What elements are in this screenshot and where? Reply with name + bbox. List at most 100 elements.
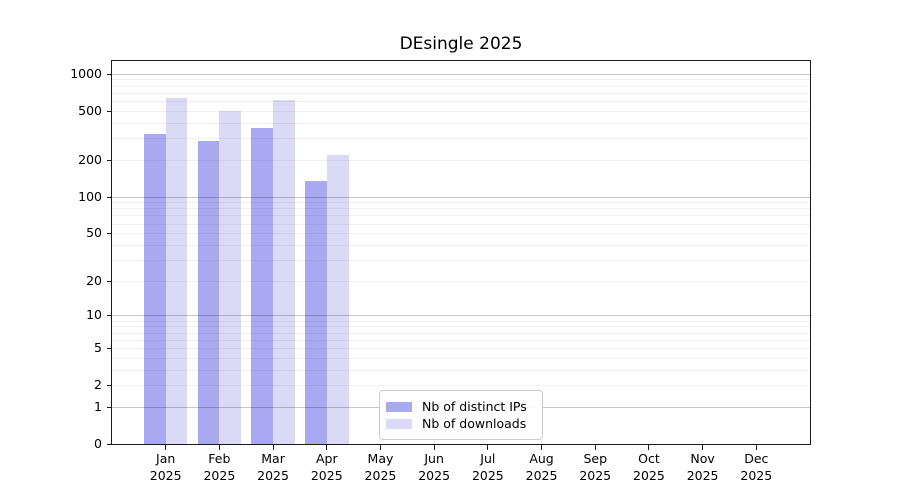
x-axis-month-line: Apr [315,451,338,466]
minor-gridline [112,259,810,261]
y-axis-tick [107,315,112,317]
legend-swatch-distinct-ips [386,401,412,412]
y-axis-tick-label: 50 [86,225,102,241]
x-axis-year-line: 2025 [418,467,451,483]
y-axis-tick-label: 100 [78,188,102,204]
x-axis-month-label: Jun 2025 [402,451,466,484]
minor-gridline [112,79,810,81]
legend-swatch-downloads [386,418,412,429]
y-axis-tick-label: 1 [94,398,102,414]
minor-gridline [112,215,810,217]
x-axis-month-line: Jun [424,451,444,466]
x-axis-month-label: May 2025 [348,451,412,484]
x-axis-tick [702,445,704,450]
x-axis-year-line: 2025 [149,467,182,483]
minor-gridline [112,369,810,371]
minor-gridline [112,339,810,341]
x-axis-tick [379,445,381,450]
minor-gridline [112,100,810,102]
y-axis-tick [107,280,112,282]
bar-downloads [273,99,295,444]
minor-gridline [112,347,810,349]
x-axis-month-label: Sep 2025 [563,451,627,484]
legend-item: Nb of downloads [386,415,534,432]
y-axis-tick [107,73,112,75]
x-axis-year-line: 2025 [525,467,558,483]
minor-gridline [112,332,810,334]
x-axis-month-line: Sep [583,451,607,466]
x-axis-month-label: Jan 2025 [134,451,198,484]
minor-gridline [112,385,810,387]
legend: Nb of distinct IPs Nb of downloads [379,390,543,440]
minor-gridline [112,244,810,246]
bar-downloads [326,154,349,444]
y-axis-tick [107,406,112,408]
bar-distinct-ips [304,180,327,444]
minor-gridline [112,326,810,328]
x-axis-month-label: Apr 2025 [295,451,359,484]
x-axis-year-line: 2025 [203,467,236,483]
x-axis-year-line: 2025 [579,467,612,483]
y-axis-tick [107,233,112,235]
x-axis-tick [648,445,650,450]
y-axis-tick-label: 10 [86,307,102,323]
x-axis-tick [755,445,757,450]
x-axis-month-line: Aug [529,451,554,466]
x-axis-year-line: 2025 [686,467,719,483]
x-axis-tick [541,445,543,450]
x-axis-year-line: 2025 [364,467,397,483]
y-axis-tick [107,444,112,445]
x-axis-month-label: Aug 2025 [510,451,574,484]
x-axis-month-label: Nov 2025 [671,451,735,484]
legend-label-downloads: Nb of downloads [422,416,527,431]
y-axis-tick-label: 5 [94,339,102,355]
bar-distinct-ips [251,127,274,444]
y-axis-tick [107,385,112,387]
x-axis-month-label: Mar 2025 [241,451,305,484]
x-axis-tick [326,445,328,450]
x-axis-year-line: 2025 [740,467,773,483]
x-axis-tick [272,445,274,450]
y-axis-tick [107,159,112,161]
major-gridline [112,196,810,198]
minor-gridline [112,202,810,204]
minor-gridline [112,208,810,210]
x-axis-tick [165,445,167,450]
minor-gridline [112,85,810,87]
legend-item: Nb of distinct IPs [386,398,534,415]
minor-gridline [112,233,810,235]
y-axis-tick-label: 200 [78,151,102,167]
x-axis-month-label: Oct 2025 [617,451,681,484]
major-gridline [112,73,810,75]
x-axis-month-label: Feb 2025 [187,451,251,484]
x-axis-month-label: Dec 2025 [724,451,788,484]
x-axis-tick [433,445,435,450]
y-axis-tick [107,196,112,198]
x-axis-tick [487,445,489,450]
x-axis-year-line: 2025 [257,467,289,483]
x-axis-month-line: Oct [638,451,660,466]
bar-downloads [219,110,242,444]
x-axis-month-line: Nov [690,451,715,466]
x-axis-month-line: Dec [744,451,769,466]
chart-title: DEsingle 2025 [399,34,523,54]
minor-gridline [112,110,810,112]
minor-gridline [112,138,810,140]
minor-gridline [112,159,810,161]
y-axis-tick-label: 500 [78,102,102,118]
x-axis-tick [594,445,596,450]
minor-gridline [112,223,810,225]
y-axis-tick-label: 20 [86,272,102,288]
y-axis-tick-label: 2 [94,377,102,393]
x-axis-month-line: Jan [156,451,176,466]
minor-gridline [112,357,810,359]
x-axis-month-line: Jul [480,451,496,466]
x-axis-year-line: 2025 [310,467,343,483]
major-gridline [112,315,810,317]
x-axis-month-line: Mar [261,451,285,466]
minor-gridline [112,92,810,94]
bar-distinct-ips [197,140,220,444]
bar-distinct-ips [143,133,166,444]
y-axis-tick-label: 0 [94,436,102,451]
